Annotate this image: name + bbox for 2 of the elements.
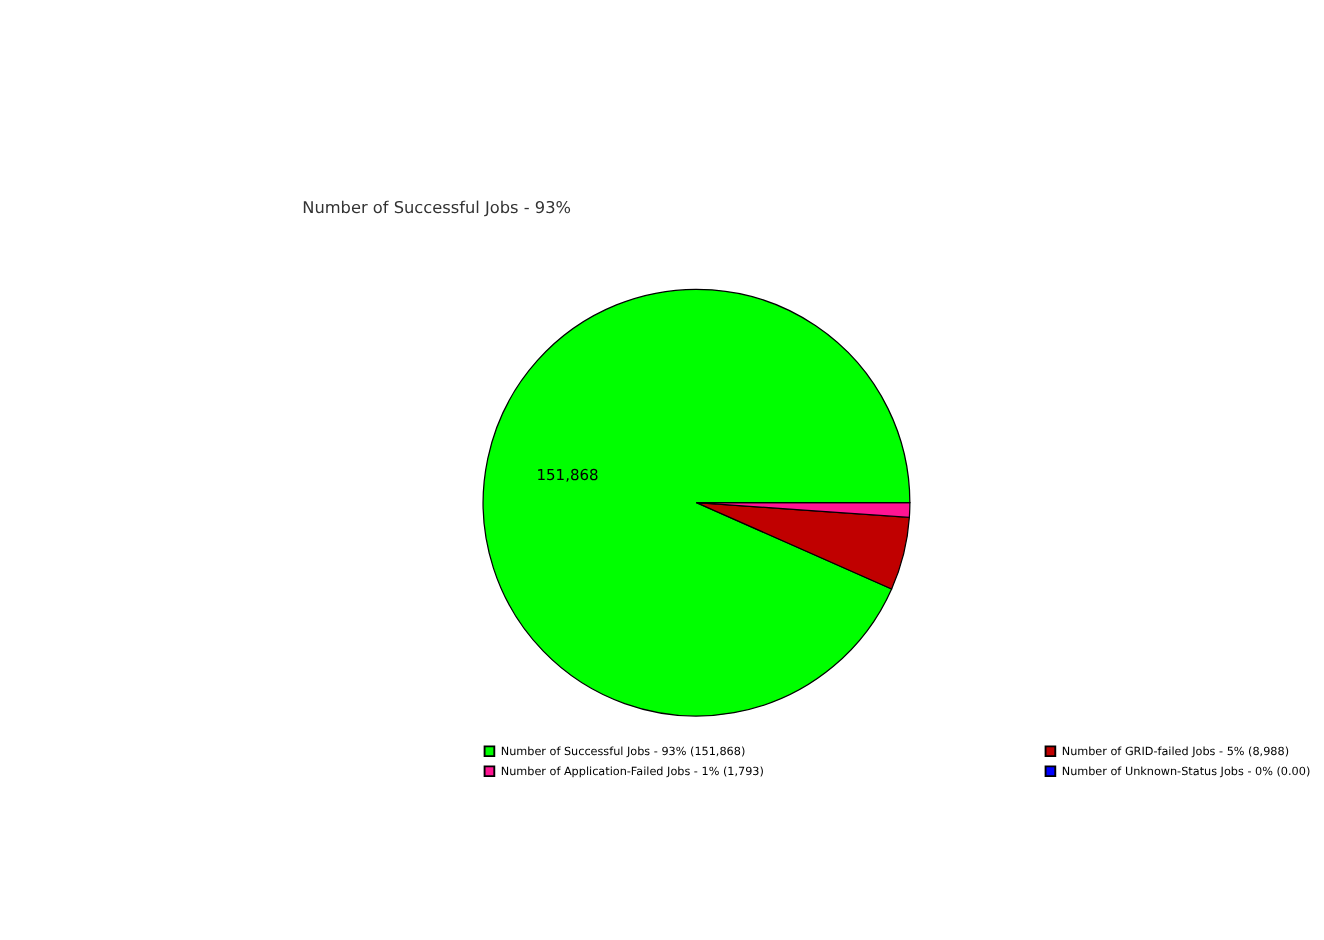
pie-slice bbox=[482, 288, 911, 717]
text: Number of Successful Jobs - 93% bbox=[302, 196, 572, 217]
